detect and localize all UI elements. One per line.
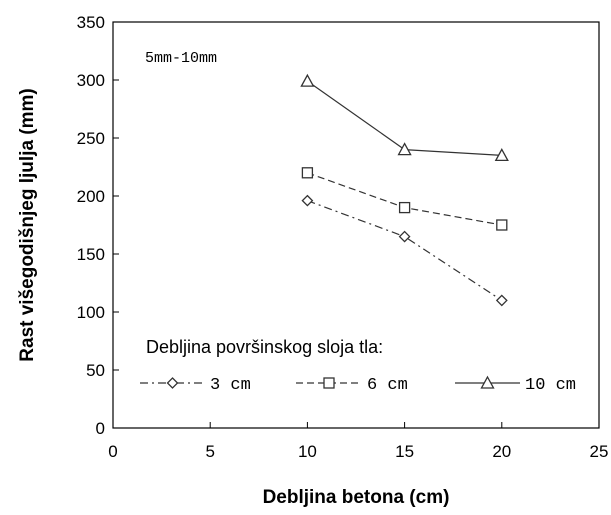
data-point	[496, 219, 508, 231]
x-tick-label: 5	[205, 442, 214, 461]
x-tick-label: 10	[298, 442, 317, 461]
series-layer	[300, 73, 509, 307]
x-tick-label: 25	[590, 442, 609, 461]
plot-area	[112, 21, 600, 429]
legend-marker	[480, 375, 495, 389]
data-point	[301, 194, 314, 207]
legend-label: 6 cm	[367, 376, 408, 395]
legend-label: 10 cm	[525, 376, 576, 395]
data-point	[398, 230, 411, 243]
x-axis-ticks: 0 5 10 15 20 25	[108, 422, 608, 461]
data-point	[398, 201, 411, 214]
y-axis-ticks: 0 50 100 150 200 250 300 350	[77, 13, 119, 438]
x-tick-label: 15	[395, 442, 414, 461]
data-point	[300, 73, 315, 87]
legend-label: 3 cm	[210, 376, 251, 395]
legend-marker	[166, 377, 179, 389]
legend-title: Debljina površinskog sloja tla:	[146, 337, 383, 357]
data-point	[495, 294, 508, 307]
x-tick-label: 0	[108, 442, 117, 461]
y-axis-title: Rast višegodišnjeg ljulja (mm)	[17, 88, 38, 361]
x-tick-label: 20	[492, 442, 511, 461]
series-3-cm	[301, 194, 508, 307]
legend: 3 cm 6 cm 10 cm	[140, 375, 576, 395]
data-point	[397, 142, 412, 156]
legend-item: 3 cm	[140, 376, 251, 395]
y-tick-label: 300	[77, 71, 105, 90]
data-point	[301, 167, 314, 179]
series-6-cm	[301, 167, 508, 231]
legend-item: 10 cm	[455, 375, 576, 395]
y-tick-label: 200	[77, 187, 105, 206]
y-tick-label: 100	[77, 303, 105, 322]
y-tick-label: 350	[77, 13, 105, 32]
y-tick-label: 0	[96, 419, 105, 438]
y-tick-label: 250	[77, 129, 105, 148]
legend-item: 6 cm	[296, 376, 408, 395]
y-tick-label: 50	[86, 361, 105, 380]
series-10-cm	[300, 73, 509, 162]
legend-marker	[323, 377, 335, 389]
x-axis-title: Debljina betona (cm)	[263, 487, 450, 508]
data-point	[494, 148, 509, 162]
y-tick-label: 150	[77, 245, 105, 264]
annotation-range: 5mm-10mm	[145, 50, 217, 67]
